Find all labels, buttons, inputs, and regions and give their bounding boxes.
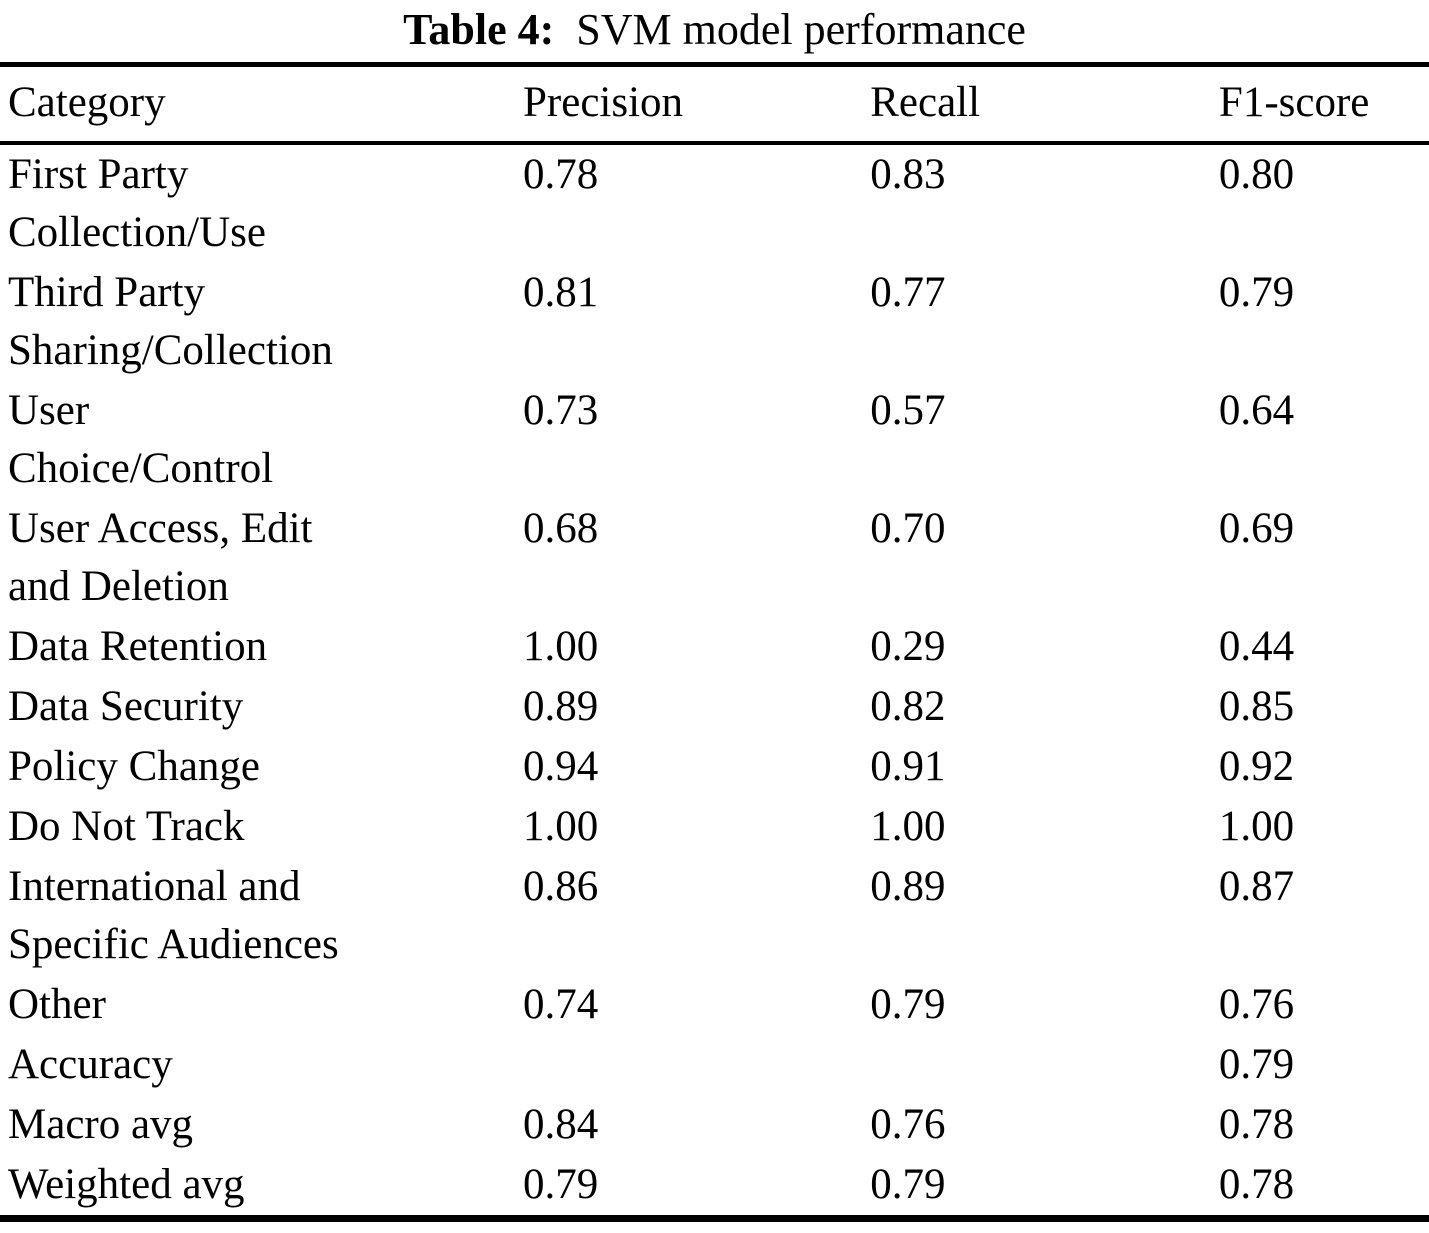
table-body: First Party Collection/Use 0.78 0.83 0.8… [0,143,1429,1219]
table-caption-text: SVM model performance [576,5,1026,54]
cell-f1: 0.92 [1218,743,1295,790]
cell-f1: 0.79 [1218,269,1295,316]
cell-recall: 0.79 [870,1161,946,1208]
cell-f1: 0.80 [1218,151,1295,198]
cell-recall: 0.57 [870,387,946,434]
cell-recall: 0.70 [870,505,946,552]
cell-recall: 0.91 [870,743,946,790]
cell-precision: 0.89 [523,683,599,730]
caption-spacer [554,5,576,54]
column-header-recall: Recall [870,64,1219,145]
table-row: User Access, Edit and Deletion 0.68 0.70… [0,499,1429,617]
column-header-category: Category [0,64,523,145]
cell-f1: 0.78 [1218,1161,1295,1208]
cell-f1: 1.00 [1218,803,1295,850]
cell-category: User Access, Edit and Deletion [8,505,313,610]
cell-precision: 0.94 [523,743,599,790]
cell-category: Do Not Track [8,803,245,850]
table-caption-label: Table 4: [403,5,555,54]
cell-category: Accuracy [8,1041,173,1088]
cell-category: First Party Collection/Use [8,151,266,256]
cell-category: Data Retention [8,623,268,670]
table-row: Macro avg 0.84 0.76 0.78 [0,1095,1429,1155]
cell-f1: 0.76 [1218,981,1295,1028]
cell-recall: 0.82 [870,683,946,730]
cell-recall: 0.79 [870,981,946,1028]
cell-f1: 0.69 [1218,505,1295,552]
cell-precision: 0.74 [523,981,599,1028]
cell-recall: 0.76 [870,1101,946,1148]
table-row: International and Specific Audiences 0.8… [0,857,1429,975]
column-header-precision: Precision [523,64,871,145]
svm-performance-table: Category Precision Recall F1-score First… [0,62,1429,1222]
table-caption: Table 4: SVM model performance [0,0,1429,62]
table-row: Other 0.74 0.79 0.76 [0,975,1429,1035]
table-row: Policy Change 0.94 0.91 0.92 [0,737,1429,797]
table-row: Third Party Sharing/Collection 0.81 0.77… [0,263,1429,381]
cell-f1: 0.44 [1218,623,1295,670]
header-row: Category Precision Recall F1-score [0,64,1429,145]
cell-recall: 0.77 [870,269,946,316]
table-row: Data Security 0.89 0.82 0.85 [0,677,1429,737]
cell-f1: 0.79 [1218,1041,1295,1088]
cell-f1: 0.78 [1218,1101,1295,1148]
cell-recall: 0.89 [870,863,946,910]
table-row: Accuracy 0.79 [0,1035,1429,1095]
cell-category: International and Specific Audiences [8,863,339,968]
cell-precision: 0.86 [523,863,599,910]
cell-category: Other [8,981,106,1028]
cell-precision [523,1035,870,1095]
cell-category: Policy Change [8,743,260,790]
cell-category: Macro avg [8,1101,194,1148]
cell-precision: 0.84 [523,1101,599,1148]
cell-recall: 0.83 [870,151,946,198]
cell-precision: 0.68 [523,505,599,552]
cell-precision: 1.00 [523,623,599,670]
cell-precision: 0.81 [523,269,599,316]
cell-recall [870,1035,1219,1095]
table-row: User Choice/Control 0.73 0.57 0.64 [0,381,1429,499]
cell-category: User Choice/Control [8,387,274,492]
cell-precision: 0.78 [523,151,599,198]
cell-f1: 0.85 [1218,683,1295,730]
cell-category: Third Party Sharing/Collection [8,269,333,374]
table-row: First Party Collection/Use 0.78 0.83 0.8… [0,143,1429,263]
cell-precision: 1.00 [523,803,599,850]
column-header-f1: F1-score [1218,64,1429,145]
cell-precision: 0.73 [523,387,599,434]
cell-f1: 0.87 [1218,863,1295,910]
table-row: Do Not Track 1.00 1.00 1.00 [0,797,1429,857]
table-row: Data Retention 1.00 0.29 0.44 [0,617,1429,677]
table-header: Category Precision Recall F1-score [0,64,1429,145]
cell-f1: 0.64 [1218,387,1295,434]
cell-category: Data Security [8,683,244,730]
table-row: Weighted avg 0.79 0.79 0.78 [0,1155,1429,1219]
cell-recall: 1.00 [870,803,946,850]
cell-recall: 0.29 [870,623,946,670]
cell-category: Weighted avg [8,1161,245,1208]
cell-precision: 0.79 [523,1161,599,1208]
